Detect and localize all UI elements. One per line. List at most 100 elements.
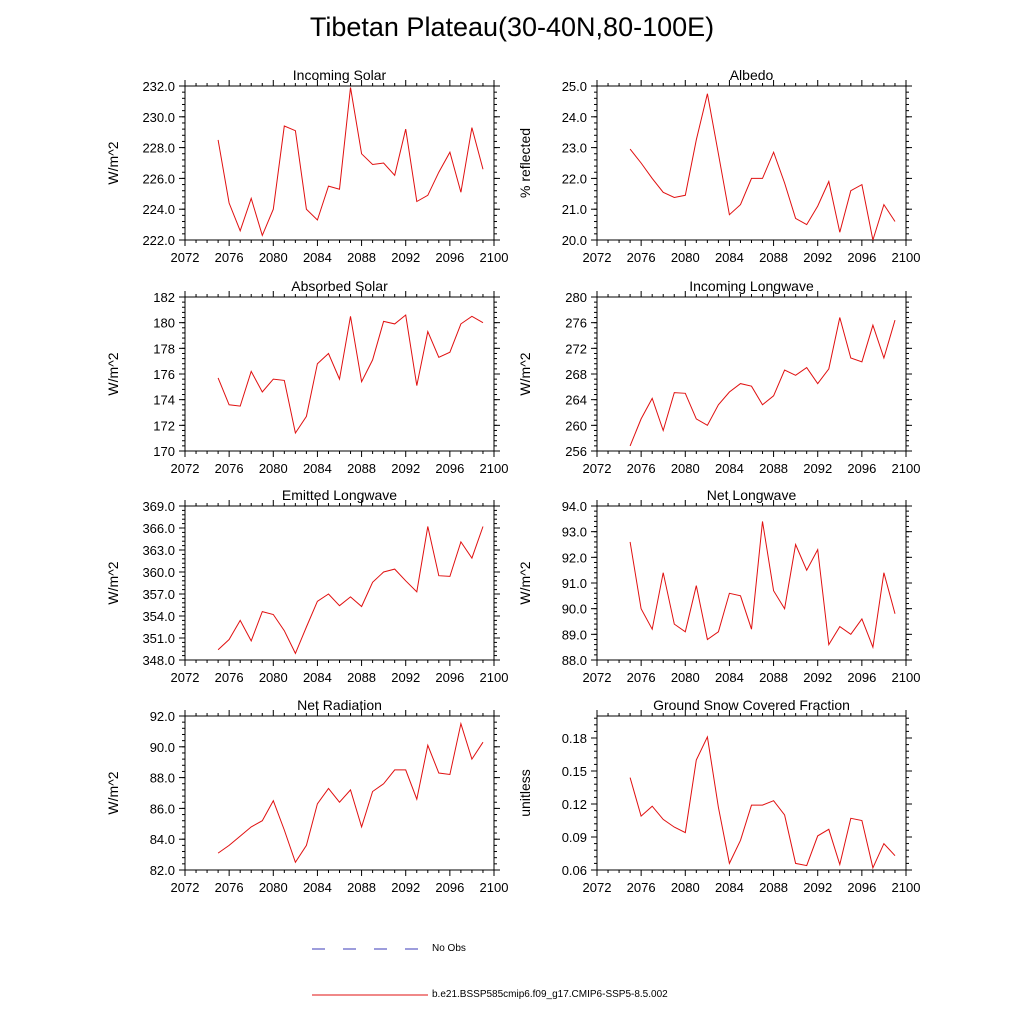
y-tick-label: 23.0 [562, 141, 587, 156]
x-tick-label: 2072 [583, 670, 612, 685]
x-tick-label: 2084 [303, 880, 332, 895]
y-tick-label: 0.18 [562, 731, 587, 746]
y-tick-label: 264 [565, 393, 587, 408]
y-tick-label: 272 [565, 341, 587, 356]
series-line [629, 93, 896, 241]
x-tick-label: 2088 [347, 461, 376, 476]
y-tick-label: 256 [565, 444, 587, 459]
x-tick-label: 2080 [671, 250, 700, 265]
y-tick-label: 22.0 [562, 171, 587, 186]
x-tick-label: 2076 [627, 880, 656, 895]
legend-model-line [312, 994, 428, 996]
x-tick-label: 2076 [627, 670, 656, 685]
y-tick-label: 93.0 [562, 525, 587, 540]
y-tick-label: 88.0 [562, 653, 587, 668]
y-tick-label: 0.12 [562, 797, 587, 812]
x-tick-label: 2076 [627, 250, 656, 265]
x-tick-label: 2092 [391, 670, 420, 685]
x-tick-label: 2084 [715, 670, 744, 685]
chart-panel-6: Net Longwave W/m^2 2072 2076 2080 2084 2088 209… [517, 487, 920, 685]
chart-panel-8: Ground Snow Covered Fraction unitless 2072… [517, 697, 920, 895]
series-line [629, 317, 896, 447]
chart-title: Net Radiation [297, 697, 382, 713]
y-tick-label: 86.0 [150, 801, 175, 816]
plot-frame [596, 85, 907, 241]
chart-panel-2: Albedo % reflected 2072 2076 2080 2084 2088 209… [517, 67, 920, 265]
x-tick-label: 2080 [671, 670, 700, 685]
chart-panel-3: Absorbed Solar W/m^2 2072 2076 2080 2084 2088 2… [105, 278, 508, 476]
x-tick-label: 2092 [803, 670, 832, 685]
x-tick-label: 2072 [171, 250, 200, 265]
x-tick-label: 2076 [215, 250, 244, 265]
y-tick-label: 268 [565, 367, 587, 382]
plot-frame [184, 296, 495, 452]
x-tick-label: 2072 [583, 250, 612, 265]
x-tick-label: 2096 [435, 670, 464, 685]
x-tick-label: 2092 [391, 250, 420, 265]
x-tick-label: 2084 [715, 461, 744, 476]
y-axis-label: W/m^2 [105, 352, 121, 395]
plot-frame [596, 505, 907, 661]
chart-panel-5: Emitted Longwave W/m^2 2072 2076 2080 2084 208… [105, 487, 508, 685]
x-tick-label: 2076 [215, 670, 244, 685]
series-line [217, 314, 484, 435]
x-tick-label: 2100 [480, 250, 509, 265]
x-tick-label: 2080 [259, 670, 288, 685]
y-tick-label: 360.0 [142, 565, 175, 580]
plot-frame [596, 296, 907, 452]
y-tick-label: 92.0 [562, 550, 587, 565]
x-tick-label: 2092 [391, 461, 420, 476]
x-tick-label: 2096 [435, 250, 464, 265]
y-tick-label: 176 [153, 367, 175, 382]
y-tick-label: 88.0 [150, 771, 175, 786]
x-tick-label: 2076 [215, 880, 244, 895]
chart-title: Incoming Solar [293, 67, 387, 83]
x-tick-label: 2100 [892, 670, 921, 685]
x-tick-label: 2092 [803, 250, 832, 265]
x-tick-label: 2076 [215, 461, 244, 476]
chart-title: Incoming Longwave [689, 278, 814, 294]
y-tick-label: 92.0 [150, 709, 175, 724]
y-tick-label: 172 [153, 418, 175, 433]
x-tick-label: 2096 [847, 461, 876, 476]
x-tick-label: 2084 [715, 250, 744, 265]
x-tick-label: 2072 [583, 880, 612, 895]
legend-model-label: b.e21.BSSP585cmip6.f09_g17.CMIP6-SSP5-8.… [432, 989, 668, 1000]
chart-title: Ground Snow Covered Fraction [653, 697, 850, 713]
chart-title: Albedo [730, 67, 774, 83]
y-tick-label: 366.0 [142, 521, 175, 536]
y-tick-label: 228.0 [142, 141, 175, 156]
x-tick-label: 2084 [303, 670, 332, 685]
y-tick-label: 351.0 [142, 631, 175, 646]
y-tick-label: 182 [153, 290, 175, 305]
x-tick-label: 2080 [259, 461, 288, 476]
x-tick-label: 2100 [892, 880, 921, 895]
y-tick-label: 363.0 [142, 543, 175, 558]
y-tick-label: 369.0 [142, 499, 175, 514]
y-axis-label: W/m^2 [517, 561, 533, 604]
x-tick-label: 2072 [171, 461, 200, 476]
x-tick-label: 2072 [583, 461, 612, 476]
legend-obs-line [312, 948, 420, 950]
x-tick-label: 2096 [847, 880, 876, 895]
y-tick-label: 0.09 [562, 830, 587, 845]
y-tick-label: 348.0 [142, 653, 175, 668]
y-tick-label: 90.0 [150, 740, 175, 755]
plot-frame [184, 85, 495, 241]
chart-title: Emitted Longwave [282, 487, 397, 503]
y-axis-label: unitless [517, 769, 533, 816]
y-tick-label: 170 [153, 444, 175, 459]
chart-panel-1: Incoming Solar W/m^2 2072 2076 2080 2084 2088 2… [105, 67, 508, 265]
series-line [217, 721, 484, 864]
y-axis-label: % reflected [517, 128, 533, 198]
x-tick-label: 2100 [480, 461, 509, 476]
y-tick-label: 222.0 [142, 233, 175, 248]
y-tick-label: 0.06 [562, 863, 587, 878]
y-tick-label: 178 [153, 341, 175, 356]
x-tick-label: 2088 [759, 250, 788, 265]
y-tick-label: 232.0 [142, 79, 175, 94]
x-tick-label: 2096 [435, 880, 464, 895]
y-tick-label: 90.0 [562, 602, 587, 617]
y-axis-label: W/m^2 [517, 352, 533, 395]
